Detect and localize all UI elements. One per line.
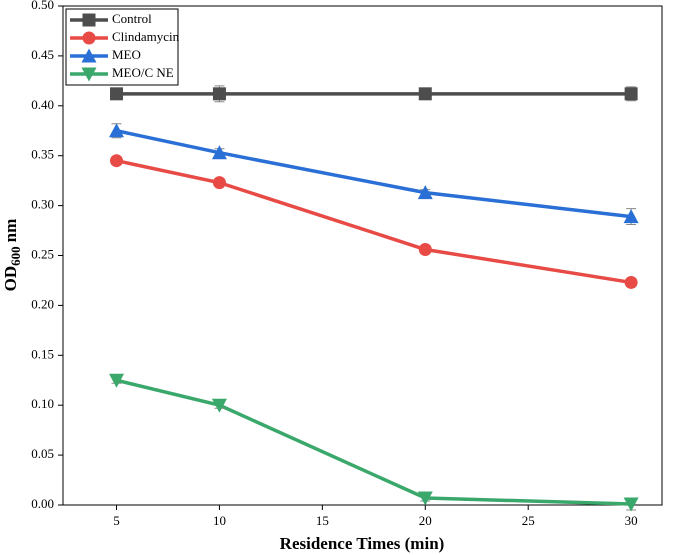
x-axis-title: Residence Times (min) xyxy=(280,534,445,553)
x-tick-label: 20 xyxy=(419,513,432,528)
x-tick-label: 10 xyxy=(213,513,226,528)
y-tick-label: 0.35 xyxy=(31,147,54,162)
series-line xyxy=(116,129,632,219)
legend-label: MEO/C NE xyxy=(112,65,174,80)
series-line xyxy=(116,378,632,506)
marker xyxy=(82,13,96,27)
legend-label: Control xyxy=(112,11,152,26)
marker xyxy=(624,87,638,101)
marker xyxy=(418,87,432,101)
y-tick-label: 0.30 xyxy=(31,197,54,212)
y-title-main: OD xyxy=(1,266,20,292)
y-tick-label: 0.20 xyxy=(31,296,54,311)
marker xyxy=(418,243,432,257)
x-tick-label: 5 xyxy=(113,513,120,528)
x-tick-label: 15 xyxy=(316,513,329,528)
marker xyxy=(211,145,227,160)
marker xyxy=(109,373,125,388)
y-tick-label: 0.05 xyxy=(31,446,54,461)
marker xyxy=(417,185,433,200)
x-tick-label: 25 xyxy=(522,513,535,528)
marker xyxy=(211,398,227,413)
series-line xyxy=(116,158,632,285)
marker xyxy=(417,491,433,506)
y-title-unit: nm xyxy=(1,219,20,243)
y-tick-label: 0.40 xyxy=(31,97,54,112)
marker xyxy=(110,87,124,101)
marker xyxy=(623,209,639,224)
y-tick-label: 0.45 xyxy=(31,47,54,62)
marker xyxy=(624,275,638,289)
legend-label: MEO xyxy=(112,47,141,62)
marker xyxy=(212,87,226,101)
marker xyxy=(81,48,97,63)
marker xyxy=(212,176,226,190)
y-tick-label: 0.50 xyxy=(31,0,54,12)
marker xyxy=(623,497,639,512)
x-tick-label: 30 xyxy=(625,513,638,528)
y-tick-label: 0.00 xyxy=(31,496,54,511)
y-axis-title: OD600 nm xyxy=(1,219,23,292)
marker xyxy=(81,67,97,82)
legend-label: Clindamycin xyxy=(112,29,180,44)
marker xyxy=(110,154,124,168)
marker xyxy=(82,31,96,45)
marker xyxy=(109,123,125,138)
y-tick-label: 0.15 xyxy=(31,346,54,361)
y-tick-label: 0.25 xyxy=(31,246,54,261)
y-title-sub: 600 xyxy=(8,246,23,266)
y-tick-label: 0.10 xyxy=(31,396,54,411)
